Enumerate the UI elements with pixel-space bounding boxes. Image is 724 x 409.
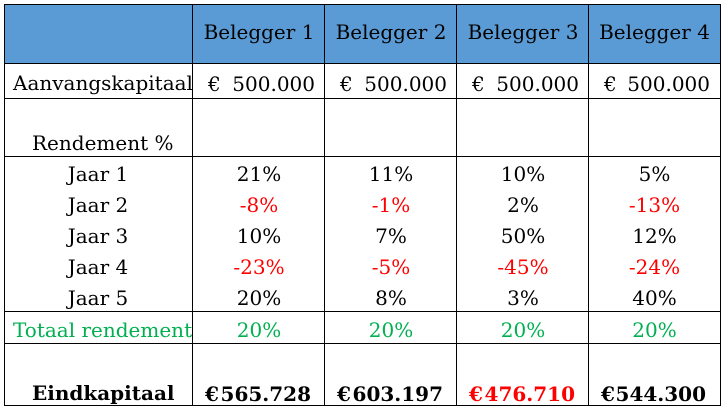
euro-symbol: € [472, 72, 485, 96]
return-value: 2% [507, 193, 539, 217]
return-value: 3% [507, 286, 539, 310]
border-header-bottom [4, 63, 721, 64]
euro-symbol: € [601, 382, 615, 406]
total-return-label: Totaal rendement [13, 318, 193, 342]
border-years-bottom [4, 311, 721, 312]
return-value-negative: -24% [628, 255, 681, 279]
start-capital-value: 500.000 [232, 72, 315, 96]
start-capital-value: 500.000 [627, 72, 710, 96]
header-cell-belegger-1: Belegger 1 [203, 20, 315, 44]
euro-symbol: € [205, 382, 219, 406]
year-label: Jaar 5 [67, 286, 129, 310]
border-col-4 [588, 4, 589, 406]
year-label: Jaar 2 [67, 193, 129, 217]
return-value: 20% [236, 286, 282, 310]
border-col-3 [456, 4, 457, 406]
border-total-bottom [4, 343, 721, 344]
border-start-capital-bottom [4, 98, 721, 99]
euro-symbol: € [604, 72, 617, 96]
total-return-value: 20% [500, 318, 546, 342]
border-right [720, 4, 721, 406]
return-value: 40% [632, 286, 677, 310]
return-value: 50% [500, 224, 546, 248]
start-capital-value: 500.000 [496, 72, 579, 96]
start-capital-label: Aanvangskapitaal [13, 71, 193, 95]
return-value: 10% [500, 162, 546, 186]
total-return-value: 20% [632, 318, 677, 342]
header-row [4, 4, 720, 63]
border-top [4, 4, 721, 5]
return-value: 12% [632, 224, 677, 248]
return-value-negative: -5% [371, 255, 411, 279]
return-value: 5% [638, 162, 671, 186]
return-value: 8% [375, 286, 407, 310]
euro-symbol: € [469, 382, 483, 406]
border-returns-label-bottom [4, 156, 721, 157]
end-capital-value: 565.728 [220, 382, 311, 406]
end-capital-value: 544.300 [615, 382, 706, 406]
return-value-negative: -13% [628, 193, 681, 217]
return-value: 21% [236, 162, 282, 186]
total-return-value: 20% [236, 318, 282, 342]
euro-symbol: € [340, 72, 353, 96]
end-capital-value: 603.197 [352, 382, 443, 406]
border-col-2 [324, 4, 325, 406]
border-left [4, 4, 5, 406]
return-value: 11% [368, 162, 414, 186]
return-value-negative: -1% [371, 193, 411, 217]
year-label: Jaar 3 [67, 224, 129, 248]
header-cell-belegger-2: Belegger 2 [335, 20, 447, 44]
return-value: 7% [375, 224, 407, 248]
end-capital-label: Eindkapitaal [32, 381, 175, 405]
year-label: Jaar 1 [67, 162, 129, 186]
start-capital-value: 500.000 [364, 72, 447, 96]
header-cell-belegger-3: Belegger 3 [467, 20, 579, 44]
euro-symbol: € [208, 72, 221, 96]
border-bottom [4, 405, 721, 406]
return-value-negative: -23% [233, 255, 285, 279]
border-col-1 [192, 4, 193, 406]
header-cell-belegger-4: Belegger 4 [599, 20, 710, 44]
return-value-negative: -8% [239, 193, 279, 217]
year-label: Jaar 4 [67, 255, 129, 279]
total-return-value: 20% [368, 318, 414, 342]
return-value: 10% [236, 224, 282, 248]
returns-label: Rendement % [32, 131, 174, 155]
return-value-negative: -45% [497, 255, 549, 279]
euro-symbol: € [337, 382, 351, 406]
end-capital-value: 476.710 [484, 382, 575, 406]
